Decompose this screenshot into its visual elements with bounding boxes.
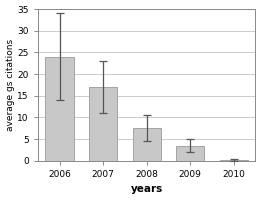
Bar xyxy=(220,160,248,161)
Bar xyxy=(133,128,161,161)
Bar xyxy=(45,57,74,161)
X-axis label: years: years xyxy=(130,184,163,194)
Bar xyxy=(176,146,204,161)
Y-axis label: average gs citations: average gs citations xyxy=(5,39,15,131)
Bar xyxy=(89,87,117,161)
